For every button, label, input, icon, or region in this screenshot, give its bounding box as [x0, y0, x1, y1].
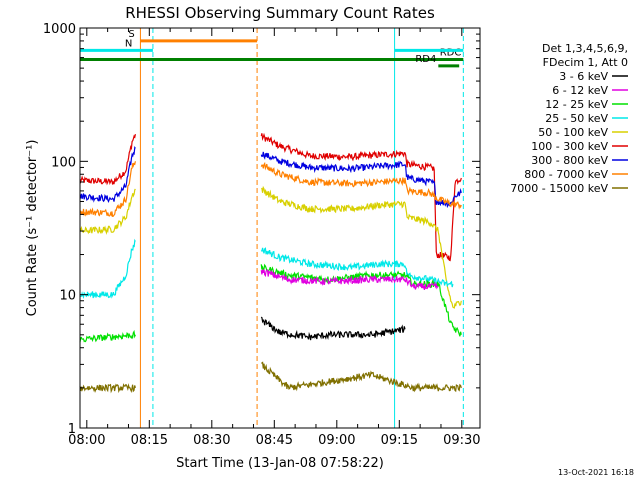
series-line: [260, 151, 462, 209]
flag-label: N: [125, 38, 132, 49]
legend-label: 300 - 800 keV: [531, 154, 608, 167]
footer-date: 13-Oct-2021 16:18: [558, 468, 634, 477]
y-tick-label: 1: [68, 422, 76, 437]
legend-label: 3 - 6 keV: [559, 70, 608, 83]
series-line: [260, 263, 462, 337]
observing-flags: SN RDC RD4: [80, 29, 464, 68]
series-line: [79, 161, 136, 218]
series-line: [260, 247, 454, 288]
series-line: [79, 146, 136, 204]
series-lines: [79, 132, 462, 394]
legend-label: 7000 - 15000 keV: [510, 182, 608, 195]
plot-area: [139, 28, 464, 428]
series-800-7000-kev: [79, 161, 462, 218]
y-tick-label: 100: [51, 155, 76, 170]
series-line: [79, 238, 136, 299]
legend: Det 1,3,4,5,6,9,FDecim 1, Att 03 - 6 keV…: [510, 42, 628, 195]
legend-label: 800 - 7000 keV: [524, 168, 608, 181]
series-100-300-kev: [79, 132, 462, 262]
series-line: [79, 133, 136, 186]
series-line: [260, 161, 462, 210]
plot-frame: [79, 27, 481, 429]
series-3-6-kev: [260, 316, 406, 341]
legend-label: 6 - 12 keV: [552, 84, 608, 97]
y-tick-label: 1000: [43, 22, 76, 37]
x-tick-label: 08:30: [193, 433, 230, 448]
series-line: [79, 383, 136, 394]
x-tick-label: 09:15: [381, 433, 418, 448]
y-axis-label: Count Rate (s⁻¹ detector⁻¹): [25, 140, 40, 317]
y-tick-label: 10: [59, 289, 76, 304]
legend-label: 12 - 25 keV: [545, 98, 608, 111]
x-tick-label: 09:30: [443, 433, 480, 448]
series-25-50-kev: [79, 238, 454, 299]
legend-label: 100 - 300 keV: [531, 140, 608, 153]
legend-header: FDecim 1, Att 0: [543, 56, 628, 69]
x-tick-label: 08:15: [131, 433, 168, 448]
y-axis-ticks: 1 10 100 1000: [43, 22, 480, 437]
series-line: [260, 268, 439, 290]
x-axis-label: Start Time (13-Jan-08 07:58:22): [176, 456, 384, 471]
x-tick-label: 09:00: [318, 433, 355, 448]
series-line: [260, 132, 462, 262]
series-line: [260, 316, 406, 341]
series-300-800-kev: [79, 146, 462, 209]
series-line: [261, 185, 462, 309]
series-7000-15000-kev: [79, 361, 462, 394]
legend-header: Det 1,3,4,5,6,9,: [542, 42, 628, 55]
x-tick-label: 08:45: [256, 433, 293, 448]
legend-label: 25 - 50 keV: [545, 112, 608, 125]
series-line: [79, 329, 136, 343]
series-12-25-kev: [79, 263, 462, 343]
series-6-12-kev: [260, 268, 439, 290]
flag-label: RD4: [415, 54, 436, 65]
flag-label: RDC: [440, 48, 462, 59]
series-line: [261, 361, 462, 393]
chart-title: RHESSI Observing Summary Count Rates: [125, 4, 435, 22]
flag-label: S: [128, 29, 134, 40]
x-tick-label: 08:00: [68, 433, 105, 448]
series-line: [79, 188, 136, 236]
legend-label: 50 - 100 keV: [538, 126, 608, 139]
x-axis-ticks: 08:00 08:15 08:30 08:45 09:00 09:15 09:30: [68, 28, 481, 448]
series-50-100-kev: [79, 185, 462, 309]
